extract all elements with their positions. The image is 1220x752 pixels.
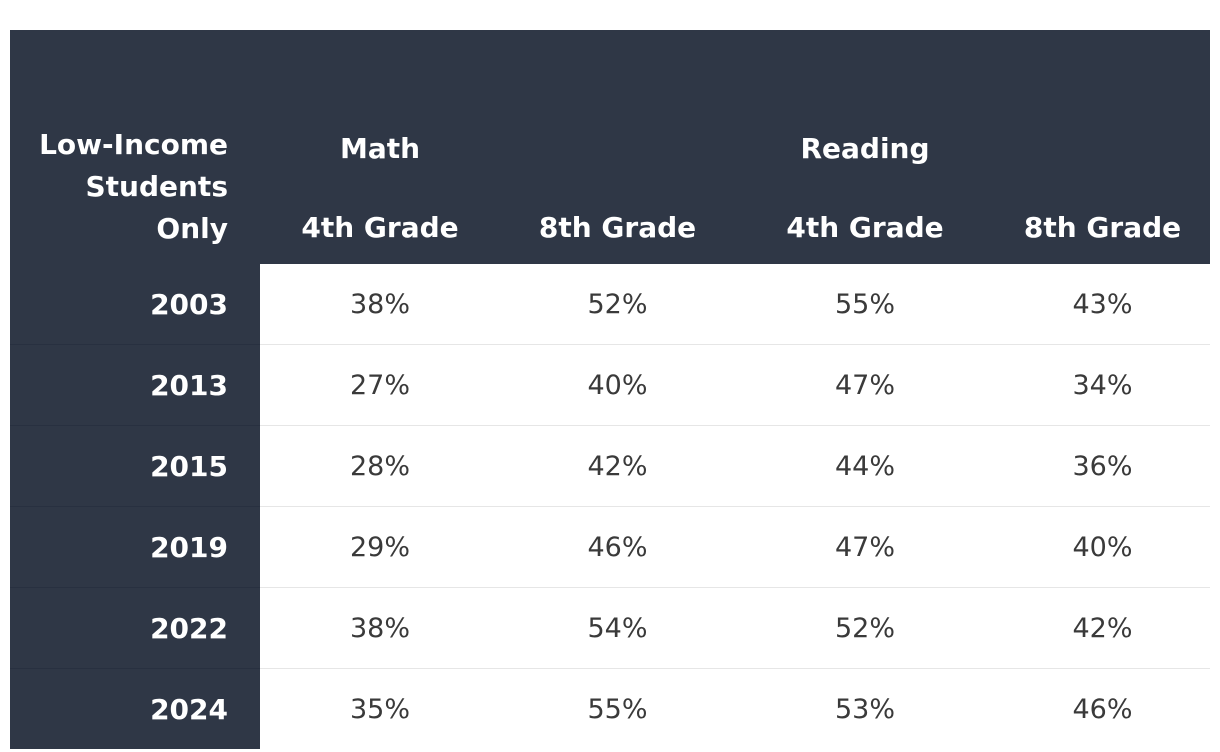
cell-math-4th-grade: 28% (260, 426, 500, 507)
group-header-spacer (995, 30, 1210, 190)
cell-reading-4th-grade: 47% (735, 345, 995, 426)
row-year-label: 2013 (10, 345, 260, 426)
cell-math-4th-grade: 35% (260, 669, 500, 750)
cell-reading-8th-grade: 43% (995, 264, 1210, 345)
row-year-label: 2019 (10, 507, 260, 588)
cell-math-8th-grade: 54% (500, 588, 735, 669)
table-row: 2019 29% 46% 47% 40% (10, 507, 1210, 588)
table-row: 2013 27% 40% 47% 34% (10, 345, 1210, 426)
cell-math-8th-grade: 52% (500, 264, 735, 345)
table-row: 2022 38% 54% 52% 42% (10, 588, 1210, 669)
column-header-math-4th: 4th Grade (260, 190, 500, 264)
cell-math-4th-grade: 38% (260, 588, 500, 669)
table-row: 2015 28% 42% 44% 36% (10, 426, 1210, 507)
cell-reading-8th-grade: 46% (995, 669, 1210, 750)
table-row: 2024 35% 55% 53% 46% (10, 669, 1210, 750)
cell-math-8th-grade: 42% (500, 426, 735, 507)
cell-reading-4th-grade: 44% (735, 426, 995, 507)
cell-reading-4th-grade: 55% (735, 264, 995, 345)
row-year-label: 2003 (10, 264, 260, 345)
cell-math-8th-grade: 46% (500, 507, 735, 588)
column-header-reading-4th: 4th Grade (735, 190, 995, 264)
cell-math-8th-grade: 40% (500, 345, 735, 426)
group-header-math: Math (260, 30, 500, 190)
cell-reading-8th-grade: 34% (995, 345, 1210, 426)
data-table-container: Low-Income Students Only Math Reading 4t… (10, 30, 1210, 742)
group-header-reading: Reading (735, 30, 995, 190)
cell-reading-8th-grade: 40% (995, 507, 1210, 588)
cell-reading-8th-grade: 42% (995, 588, 1210, 669)
cell-math-4th-grade: 27% (260, 345, 500, 426)
corner-label: Low-Income Students Only (10, 30, 260, 264)
table-body: 2003 38% 52% 55% 43% 2013 27% 40% 47% 34% 2015 28% 4… (10, 264, 1210, 749)
cell-math-4th-grade: 29% (260, 507, 500, 588)
cell-math-8th-grade: 55% (500, 669, 735, 750)
row-year-label: 2015 (10, 426, 260, 507)
cell-math-4th-grade: 38% (260, 264, 500, 345)
row-year-label: 2024 (10, 669, 260, 750)
column-header-math-8th: 8th Grade (500, 190, 735, 264)
group-header-spacer (500, 30, 735, 190)
cell-reading-4th-grade: 53% (735, 669, 995, 750)
row-year-label: 2022 (10, 588, 260, 669)
low-income-scores-table: Low-Income Students Only Math Reading 4t… (10, 30, 1210, 749)
column-header-reading-8th: 8th Grade (995, 190, 1210, 264)
cell-reading-4th-grade: 52% (735, 588, 995, 669)
group-header-row: Low-Income Students Only Math Reading (10, 30, 1210, 190)
cell-reading-8th-grade: 36% (995, 426, 1210, 507)
cell-reading-4th-grade: 47% (735, 507, 995, 588)
table-row: 2003 38% 52% 55% 43% (10, 264, 1210, 345)
